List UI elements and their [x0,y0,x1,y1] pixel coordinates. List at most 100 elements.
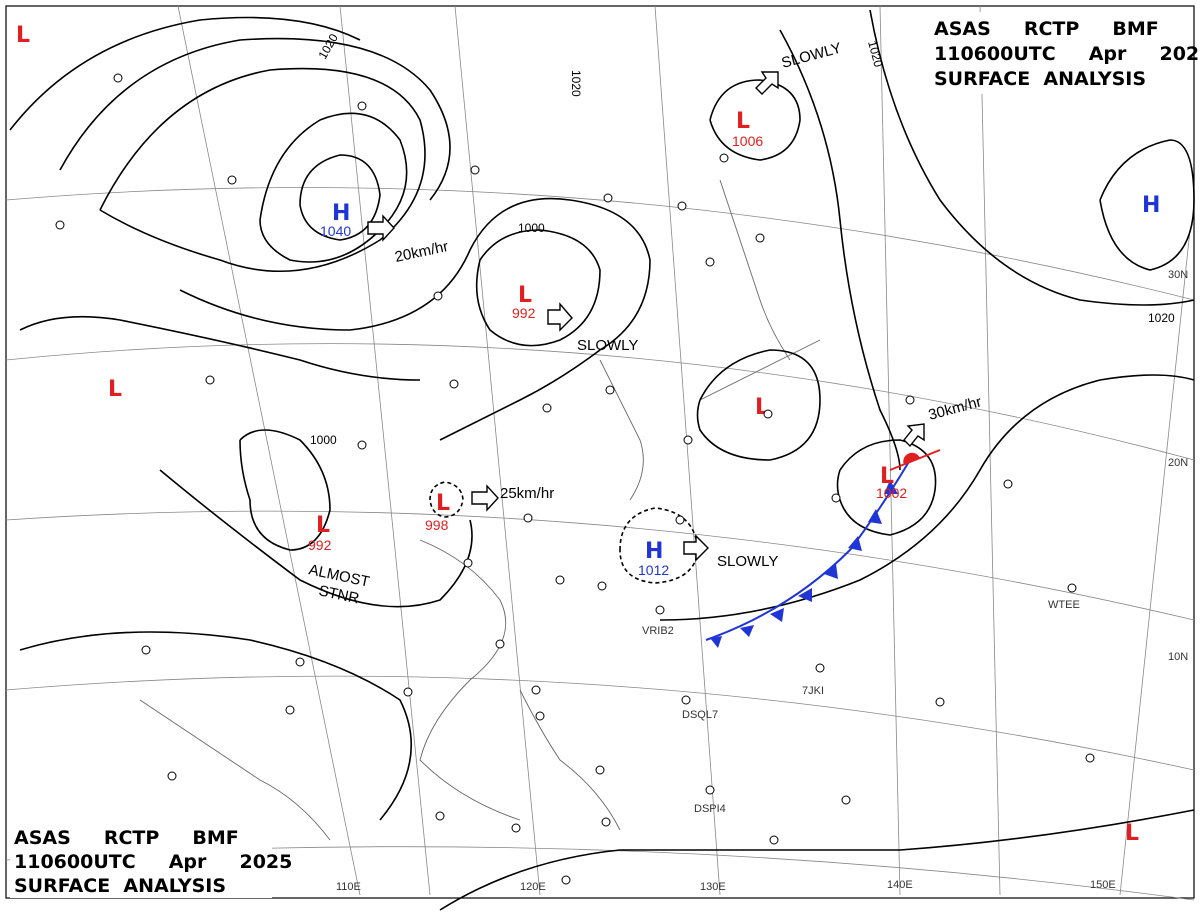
high-pressure-letter: H [1142,193,1160,218]
parallel-line [5,187,1195,301]
station-marker [167,771,177,781]
meridian-line [654,5,721,896]
isobar-label: 1000 [310,433,337,447]
parallel-line [5,675,1195,771]
isobars [9,9,1195,911]
isobar [439,809,1195,911]
isobar [59,37,451,201]
cold-front-triangle [740,625,754,637]
coastline [719,179,791,361]
cold-front-triangle [868,509,882,524]
warm-front-semicircle [903,452,920,465]
station-marker [205,375,215,385]
map-frame [5,5,1195,899]
meridian-line [454,5,541,896]
station-marker [531,685,541,695]
movement-arrow [683,534,709,562]
station-labels: VRIB2 DSPI4 DSQL7 WTEE 7JKI [642,599,1080,815]
station-label: DSQL7 [682,709,718,721]
footer-background [10,822,272,898]
isobar [709,79,801,161]
high-pressure-value: 1040 [320,223,351,239]
cold-front-triangle [798,588,812,602]
station-label: WTEE [1048,599,1080,611]
meridian-line [1119,229,1191,896]
station-marker [675,515,685,525]
footer-line-3: SURFACE ANALYSIS [14,875,226,897]
station-marker [141,645,151,655]
footer-block: ASAS RCTP BMF 110600UTC Apr 2025 SURFACE… [10,822,292,898]
low-pressure-letter: L [16,23,30,48]
station-marker [433,291,443,301]
footer-line-1: ASAS RCTP BMF [14,827,239,849]
cold-front [705,459,911,648]
meridian-line [177,5,361,896]
header-background [926,12,1188,94]
header-line-3: SURFACE ANALYSIS [934,68,1146,90]
station-marker [1003,479,1013,489]
meridian-line [979,5,1001,896]
station-marker [555,575,565,585]
isobar [429,481,464,518]
station-marker [357,101,367,111]
isobar [159,469,473,608]
parallel-line [5,510,1195,621]
station-marker [905,395,915,405]
isobar [19,631,412,821]
station-marker [601,817,611,827]
pressure-systems: H 1040 L 992 L 1006 L 992 L 998 H 1012 L… [16,23,1160,846]
station-marker [763,409,773,419]
station-marker [1067,583,1077,593]
movement-label: SLOWLY [780,40,844,72]
station-label: 7JKI [802,685,824,697]
cold-front-triangle [710,636,722,648]
station-marker [435,811,445,821]
station-marker [935,697,945,707]
station-marker [681,695,691,705]
movement-label: SLOWLY [577,337,638,354]
station-marker [357,440,367,450]
low-pressure-letter: L [1125,821,1139,846]
station-marker [113,73,123,83]
station-marker [595,765,605,775]
high-pressure-value: 1012 [638,562,669,578]
station-marker [535,711,545,721]
meridian-line [339,5,431,896]
header-line-1: ASAS RCTP BMF [934,18,1159,40]
cold-front-triangle [824,564,838,579]
latitude-label: 10N [1168,651,1188,663]
station-marker [831,493,841,503]
isobar [869,9,1195,306]
low-pressure-value: 992 [512,305,536,321]
station-marker [597,581,607,591]
station-marker [655,605,665,615]
parallel-line [5,343,1195,461]
isobar [299,154,381,241]
station-marker [55,220,65,230]
latitude-label: 30N [1168,269,1188,281]
station-marker [523,513,533,523]
isobar [239,429,331,551]
movement-arrow [471,484,499,512]
station-marker [1085,753,1095,763]
station-marker [495,639,505,649]
movement-arrow [367,214,395,242]
longitude-label: 150E [1090,879,1116,891]
station-marker [815,663,825,673]
station-marker [677,201,687,211]
low-pressure-letter: L [736,109,750,134]
low-pressure-value: 1006 [732,133,763,149]
coastline [519,689,621,831]
header-line-2: 110600UTC Apr 2025 [934,43,1200,65]
low-pressure-letter: L [316,513,330,538]
latitude-label: 20N [1168,457,1188,469]
station-marker [705,257,715,267]
coordinate-labels: 110E 120E 130E 140E 150E 30N 20N 10N [336,269,1188,893]
station-marker [769,835,779,845]
station-marker [683,435,693,445]
header-block: ASAS RCTP BMF 110600UTC Apr 2025 SURFACE… [926,12,1200,94]
isobar [179,197,651,441]
station-marker [705,785,715,795]
isobar [475,229,601,347]
station-marker [561,875,571,885]
